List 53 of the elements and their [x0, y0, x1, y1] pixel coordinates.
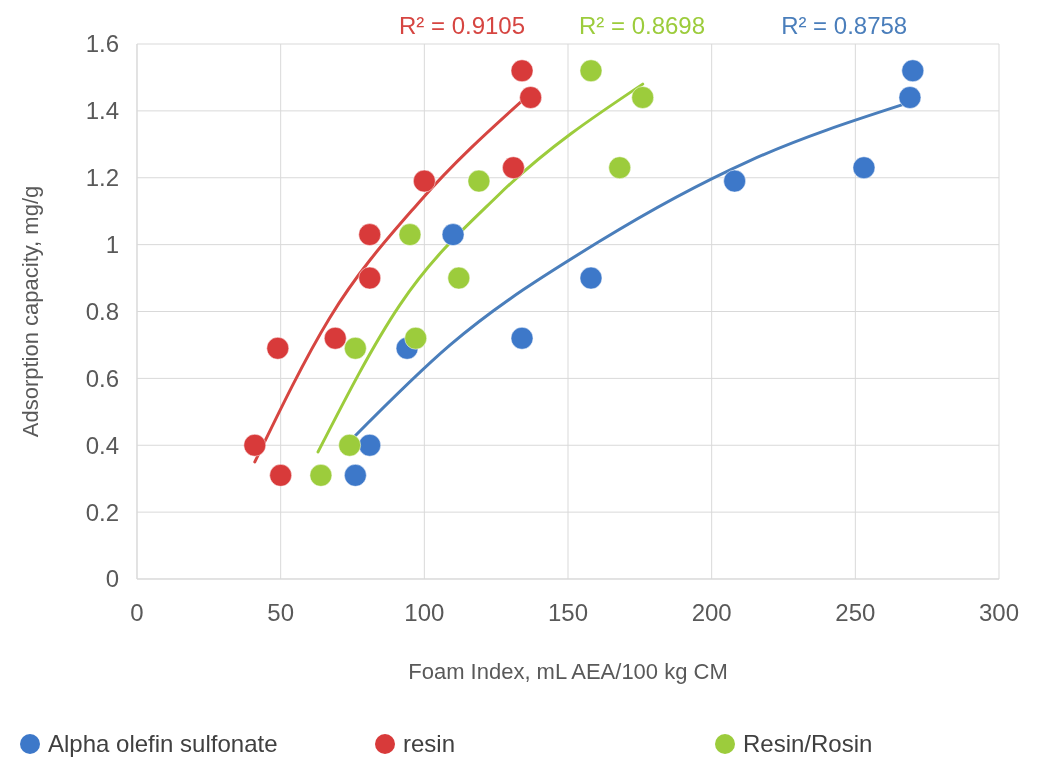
point — [441, 223, 465, 246]
point — [723, 169, 746, 193]
point — [852, 156, 876, 179]
point — [404, 327, 427, 350]
point — [510, 59, 534, 82]
point — [467, 169, 491, 193]
point — [324, 327, 347, 350]
y-tick-label: 0.6 — [85, 364, 119, 392]
x-tick-label: 250 — [835, 599, 876, 626]
legend-label: Alpha olefin sulfonate — [48, 730, 278, 757]
y-tick-label: 1.6 — [85, 30, 119, 58]
point — [608, 156, 631, 179]
x-tick-label: 150 — [547, 599, 589, 626]
y-tick-label: 1 — [105, 231, 119, 259]
text: R² = 0.8698 — [578, 12, 706, 39]
x-tick-label: 0 — [130, 599, 144, 626]
point — [358, 434, 381, 457]
point — [898, 86, 922, 109]
y-tick-label: 1.2 — [85, 164, 119, 192]
text: R² = 0.9105 — [398, 12, 526, 39]
point — [510, 327, 534, 350]
point — [309, 464, 333, 487]
point — [447, 266, 471, 290]
point — [579, 59, 603, 82]
legend-label: Resin/Rosin — [743, 730, 873, 757]
point — [398, 223, 422, 246]
point — [243, 434, 267, 457]
point — [344, 337, 367, 360]
point — [519, 86, 542, 109]
point — [338, 434, 361, 457]
x-tick-label: 200 — [691, 599, 732, 626]
y-axis-title: Adsorption capacity, mg/g — [18, 185, 43, 438]
point — [579, 266, 603, 290]
point — [358, 266, 381, 290]
point — [413, 169, 436, 193]
point — [502, 156, 525, 179]
point — [358, 223, 381, 246]
y-tick-label: 1.4 — [85, 97, 119, 125]
text: R² = 0.8758 — [781, 12, 908, 39]
y-tick-label: 0.8 — [85, 297, 119, 325]
x-axis-title: Foam Index, mL AEA/100 kg CM — [408, 659, 728, 684]
x-tick-label: 300 — [978, 599, 1020, 626]
point — [344, 464, 367, 487]
y-tick-label: 0 — [105, 565, 119, 593]
x-tick-label: 50 — [267, 599, 295, 626]
legend-label: resin — [403, 730, 456, 757]
y-tick-label: 0.2 — [85, 498, 119, 526]
point — [269, 464, 292, 487]
point — [266, 337, 290, 360]
x-tick-label: 100 — [404, 599, 445, 626]
point — [631, 86, 654, 109]
point — [901, 59, 925, 82]
y-tick-label: 0.4 — [85, 431, 119, 459]
